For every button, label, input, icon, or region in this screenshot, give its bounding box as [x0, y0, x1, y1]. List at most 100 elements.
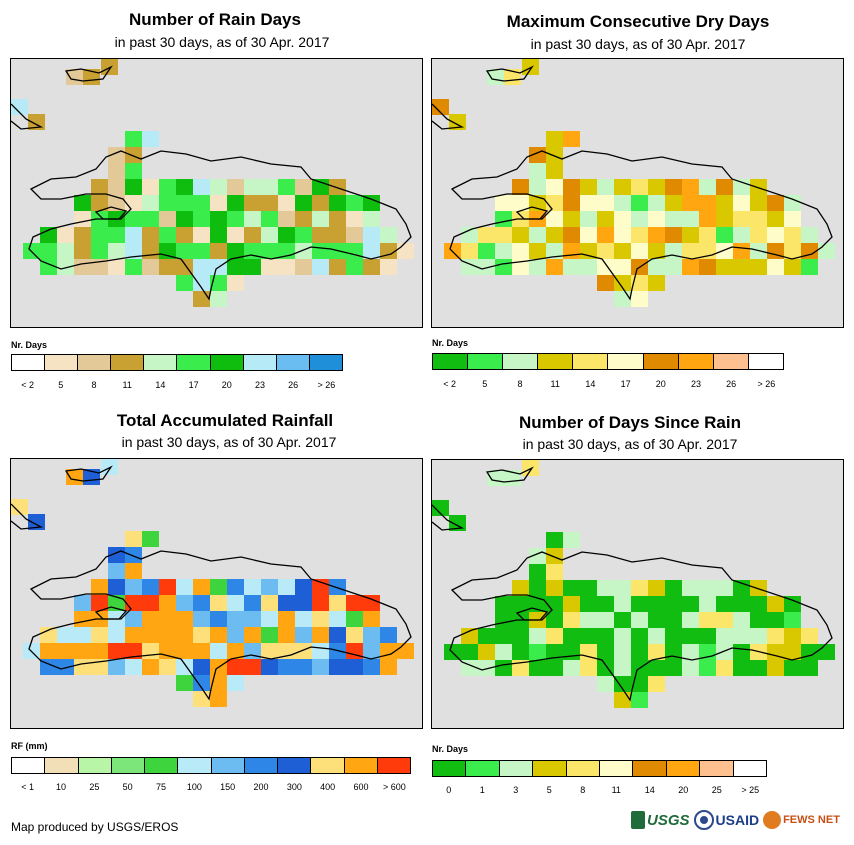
legend-swatch [45, 758, 79, 773]
raster-cell [312, 595, 329, 611]
raster-cell [159, 579, 176, 595]
raster-cell [125, 643, 142, 659]
raster-cell [512, 259, 529, 275]
raster-cell [597, 227, 614, 243]
legend-swatch [678, 354, 714, 369]
raster-cell [699, 259, 716, 275]
raster-cell [125, 659, 142, 675]
raster-cell [176, 227, 193, 243]
map-rain-days[interactable] [10, 58, 423, 328]
raster-cell [74, 259, 91, 275]
raster-cell [142, 243, 159, 259]
raster-cell [363, 227, 380, 243]
map-rainfall[interactable] [10, 458, 423, 729]
raster-cell [363, 595, 380, 611]
map-grid-dry-days [432, 59, 835, 307]
raster-cell [682, 259, 699, 275]
raster-cell [125, 627, 142, 643]
raster-cell [750, 612, 767, 628]
raster-cell [597, 195, 614, 211]
raster-cell [614, 259, 631, 275]
raster-cell [699, 612, 716, 628]
raster-cell [295, 659, 312, 675]
raster-cell [312, 211, 329, 227]
legend-label: 5 [546, 785, 552, 795]
raster-cell [597, 275, 614, 291]
raster-cell [784, 195, 801, 211]
raster-cell [28, 114, 45, 130]
map-dry-days[interactable] [431, 58, 844, 328]
raster-cell [244, 579, 261, 595]
raster-cell [261, 243, 278, 259]
raster-cell [733, 259, 750, 275]
raster-cell [227, 243, 244, 259]
raster-cell [295, 611, 312, 627]
raster-cell [142, 659, 159, 675]
raster-cell [91, 595, 108, 611]
raster-cell [767, 259, 784, 275]
legend-label: 8 [91, 380, 97, 390]
raster-cell [193, 259, 210, 275]
raster-cell [142, 611, 159, 627]
raster-cell [142, 179, 159, 195]
raster-cell [614, 596, 631, 612]
raster-cell [108, 563, 125, 579]
raster-cell [682, 612, 699, 628]
raster-cell [631, 227, 648, 243]
raster-cell [295, 579, 312, 595]
legend-label: 11 [611, 785, 621, 795]
raster-cell [74, 211, 91, 227]
map-days-since-rain[interactable] [431, 459, 844, 729]
raster-cell [363, 243, 380, 259]
raster-cell [614, 676, 631, 692]
legend-title-days-since-rain: Nr. Days [432, 744, 469, 754]
raster-cell [210, 243, 227, 259]
raster-cell [57, 659, 74, 675]
raster-cell [682, 211, 699, 227]
raster-cell [176, 243, 193, 259]
raster-cell [648, 644, 665, 660]
raster-cell [312, 627, 329, 643]
raster-cell [108, 627, 125, 643]
usaid-seal-icon [693, 810, 714, 830]
legend-swatch [344, 758, 378, 773]
legend-swatch [377, 758, 410, 773]
raster-cell [193, 275, 210, 291]
raster-cell [597, 644, 614, 660]
raster-cell [512, 596, 529, 612]
raster-cell [125, 227, 142, 243]
coastline-outline [11, 465, 412, 701]
raster-cell [346, 611, 363, 627]
raster-cell [529, 564, 546, 580]
raster-cell [767, 211, 784, 227]
raster-cell [261, 179, 278, 195]
legend-swatch [538, 354, 574, 369]
raster-cell [244, 179, 261, 195]
raster-cell [397, 243, 414, 259]
legend-swatch [211, 758, 245, 773]
raster-cell [159, 179, 176, 195]
raster-cell [278, 627, 295, 643]
raster-cell [278, 211, 295, 227]
raster-cell [57, 243, 74, 259]
map-credit: Map produced by USGS/EROS [11, 820, 179, 834]
raster-cell [193, 595, 210, 611]
raster-cell [193, 211, 210, 227]
raster-cell [648, 275, 665, 291]
raster-cell [733, 660, 750, 676]
raster-cell [733, 596, 750, 612]
raster-cell [529, 227, 546, 243]
raster-cell [329, 211, 346, 227]
raster-cell [546, 227, 563, 243]
raster-cell [74, 195, 91, 211]
raster-cell [614, 243, 631, 259]
raster-cell [40, 627, 57, 643]
raster-cell [733, 612, 750, 628]
raster-cell [261, 611, 278, 627]
raster-cell [57, 627, 74, 643]
raster-cell [801, 660, 818, 676]
raster-cell [295, 627, 312, 643]
raster-cell [750, 580, 767, 596]
raster-cell [495, 211, 512, 227]
raster-cell [244, 659, 261, 675]
